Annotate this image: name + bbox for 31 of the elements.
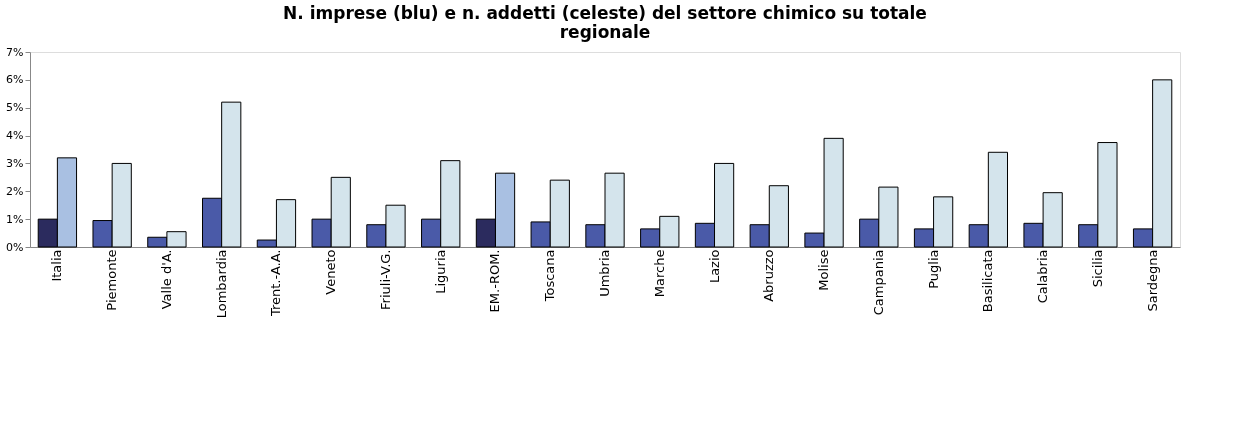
x-tick-label: Liguria <box>432 249 448 294</box>
y-tick-label: 3% <box>6 156 24 170</box>
x-tick-label: EM.-ROM. <box>487 249 503 313</box>
x-tick-label: Toscana <box>542 249 558 303</box>
y-tick-label: 1% <box>6 212 24 226</box>
y-tick-label: 4% <box>6 129 24 143</box>
y-tick-label: 0% <box>6 240 24 254</box>
y-tick-label: 7% <box>6 45 24 59</box>
x-tick-label: Umbria <box>597 249 612 297</box>
x-tick-label: Trent.-A.A. <box>268 249 284 318</box>
x-tick-label: Abruzzo <box>761 249 777 302</box>
y-tick-label: 6% <box>6 73 24 87</box>
x-tick-label: Valle d'A. <box>158 249 174 310</box>
x-tick-label: Lombardia <box>213 249 229 319</box>
x-tick-label: Lazio <box>706 249 722 284</box>
x-tick-label: Puglia <box>925 249 941 289</box>
text: regionale <box>559 22 651 42</box>
x-tick-label: Sardegna <box>1144 249 1160 312</box>
x-tick-label: Veneto <box>323 249 339 295</box>
x-tick-label: Italia <box>49 249 65 282</box>
x-tick-label: Campania <box>870 249 886 316</box>
text: N. imprese (blu) e n. addetti (celeste) del settore chimico su totale <box>283 3 927 23</box>
x-tick-label: Marche <box>651 249 667 298</box>
x-tick-label: Calabria <box>1035 249 1051 304</box>
x-tick-label: Piemonte <box>104 249 120 311</box>
x-tick-label: Basilicata <box>980 249 996 313</box>
x-tick-label: Molise <box>816 249 832 291</box>
x-tick-label: Friuli-V.G. <box>377 249 393 310</box>
y-tick-label: 2% <box>6 184 24 198</box>
y-tick-label: 5% <box>6 101 24 115</box>
x-tick-label: Sicilia <box>1089 249 1105 288</box>
